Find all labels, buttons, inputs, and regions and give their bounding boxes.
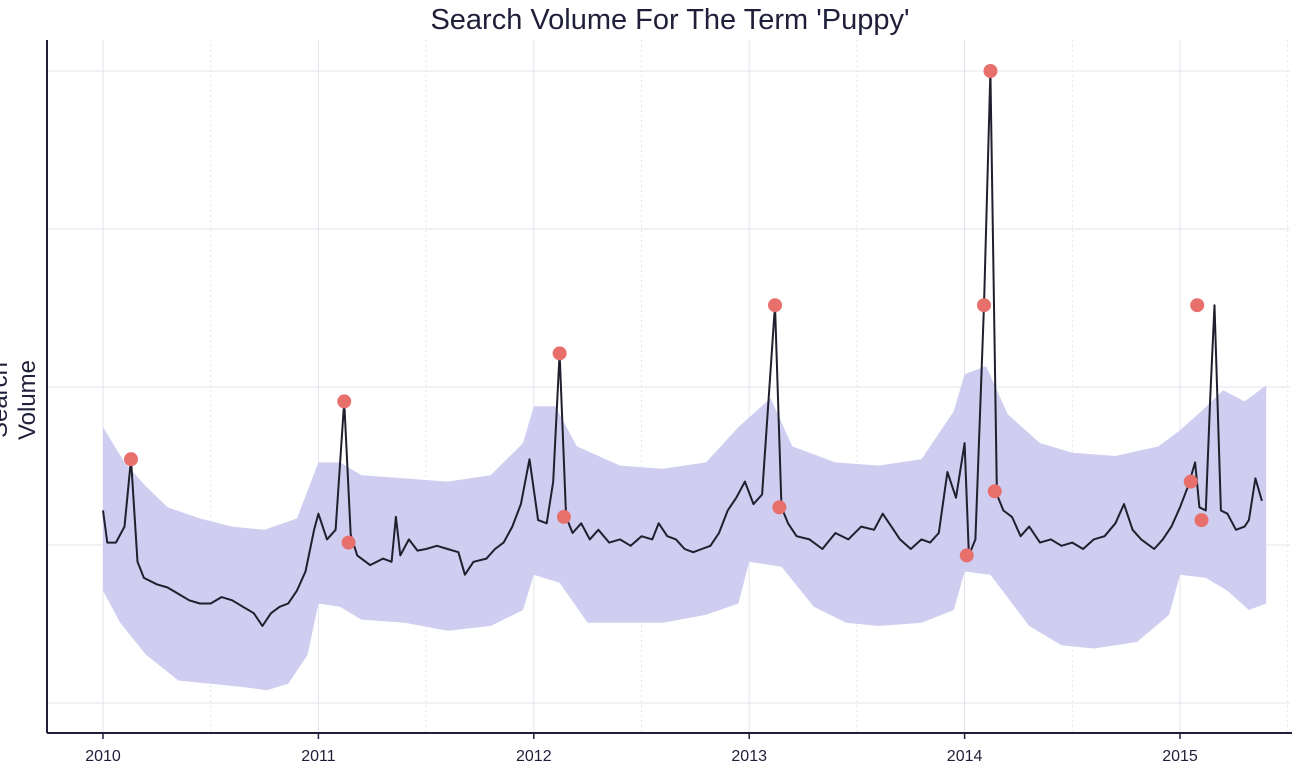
x-tick-label: 2015	[1162, 748, 1198, 765]
x-tick-label: 2013	[731, 748, 767, 765]
anomaly-point	[556, 509, 571, 524]
anomaly-points	[124, 64, 1209, 563]
anomaly-point	[341, 535, 356, 550]
x-tick-label: 2010	[85, 748, 121, 765]
anomaly-point	[768, 298, 783, 313]
anomaly-point	[959, 548, 974, 563]
expected-range-band	[103, 366, 1267, 691]
anomaly-point	[772, 500, 787, 515]
anomaly-point	[1194, 513, 1209, 528]
chart-title: Search Volume For The Term 'Puppy'	[430, 4, 910, 36]
x-tick-label: 2011	[301, 748, 336, 765]
search-volume-line	[102, 70, 1263, 627]
x-tick-label: 2014	[947, 748, 983, 765]
anomaly-point	[983, 64, 998, 78]
x-tick-label: 2012	[516, 748, 552, 765]
anomaly-point	[1183, 474, 1198, 489]
anomaly-point	[124, 452, 139, 467]
anomaly-point	[987, 484, 1002, 499]
anomaly-point	[337, 394, 352, 409]
x-axis-ticks: 2010 2011 2012 2013 2014 2015	[85, 733, 1198, 765]
anomaly-point	[1190, 298, 1205, 313]
anomaly-point	[976, 298, 991, 313]
anomaly-point	[552, 346, 567, 361]
